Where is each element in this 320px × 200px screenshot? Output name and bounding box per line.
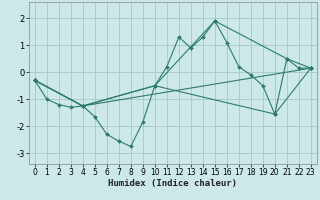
X-axis label: Humidex (Indice chaleur): Humidex (Indice chaleur): [108, 179, 237, 188]
